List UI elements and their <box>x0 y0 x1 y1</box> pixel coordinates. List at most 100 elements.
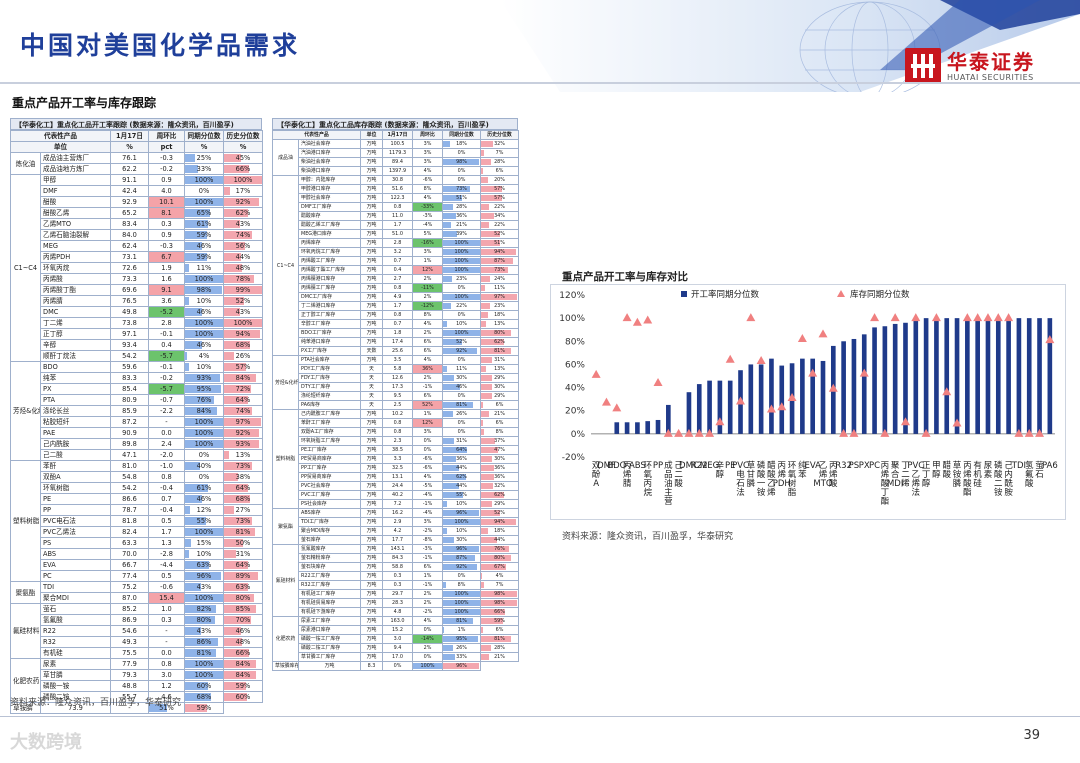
percentile-bar <box>224 473 239 481</box>
percentile-cell: 81% <box>442 400 481 410</box>
wow-change: 6% <box>412 337 443 347</box>
product-name: 尿素 <box>40 658 111 670</box>
percentile-bar <box>224 572 258 580</box>
unit: 万吨 <box>360 598 383 608</box>
percentile-bar <box>443 186 470 192</box>
percentile-cell: 55% <box>184 515 224 527</box>
percentile-bar <box>481 528 488 534</box>
percentile-value: 92% <box>456 348 467 354</box>
percentile-cell: 95% <box>442 634 481 644</box>
percentile-bar <box>224 253 241 261</box>
percentile-cell: 7% <box>480 580 519 590</box>
percentile-cell: 46% <box>184 306 224 318</box>
percentile-cell: 28% <box>480 157 519 167</box>
percentile-cell: 36% <box>480 472 519 482</box>
percentile-value: 72% <box>235 385 251 393</box>
percentile-bar <box>224 396 249 404</box>
bar-utilization-percentile <box>758 364 764 434</box>
wow-change: -6% <box>412 454 443 464</box>
percentile-cell: 30% <box>442 535 481 545</box>
wow-change: 3% <box>412 148 443 158</box>
table-row: PTA 80.9 -0.7 76% 64% <box>11 394 263 406</box>
table-row: 萤石块库存 万吨 58.8 6% 92% 67% <box>273 562 519 572</box>
marker-inventory-percentile <box>591 369 601 378</box>
percentile-value: 100% <box>194 660 214 668</box>
table-row: 涤纶短纤库存天 9.5 6% 0% 29% <box>273 391 519 401</box>
percentile-cell: 43% <box>223 218 263 230</box>
table-row: PS 63.3 1.3 15% 50% <box>11 537 263 549</box>
product-name: PVC工厂库存 <box>298 490 361 500</box>
percentile-bar <box>481 375 492 381</box>
product-name: TDI工厂库存 <box>298 517 361 527</box>
product-name: 有机硅 <box>40 647 111 659</box>
product-name: 醋酸库存 <box>298 211 361 221</box>
percentile-value: 24% <box>494 276 505 282</box>
percentile-cell: 48% <box>223 262 263 274</box>
product-name: PC <box>40 570 111 582</box>
percentile-bar <box>443 510 479 516</box>
table-row: DMC 49.8 -5.2 46% 43% <box>11 306 263 318</box>
bar-utilization-percentile <box>614 422 620 434</box>
percentile-cell: 81% <box>223 526 263 538</box>
percentile-bar <box>443 195 462 201</box>
percentile-value: 30% <box>494 456 505 462</box>
percentile-bar <box>185 176 223 184</box>
col-header: 同期分位数 <box>442 130 481 140</box>
table-row: PVC电石法 81.8 0.5 55% 73% <box>11 515 263 527</box>
percentile-value: 80% <box>235 594 251 602</box>
product-name: 丁二烯港口库存 <box>298 301 361 311</box>
rate-value: 85.4 <box>110 383 149 395</box>
inventory-value: 24.4 <box>382 481 413 491</box>
percentile-bar <box>481 474 495 480</box>
inventory-value: 0.3 <box>382 580 413 590</box>
percentile-cell: 46% <box>184 339 224 351</box>
percentile-cell: 84% <box>184 405 224 417</box>
group-label: C1~C4 <box>10 174 41 362</box>
percentile-cell: 13% <box>223 449 263 461</box>
percentile-cell: 22% <box>480 202 519 212</box>
inventory-value: 38.5 <box>382 445 413 455</box>
wow-change: 1.7 <box>148 526 185 538</box>
wow-change: 0.9 <box>148 229 185 241</box>
wow-change: 0.8 <box>148 658 185 670</box>
wow-change: 2% <box>412 292 443 302</box>
percentile-bar <box>224 341 250 349</box>
percentile-cell: 0% <box>442 427 481 437</box>
percentile-value: 44% <box>456 483 467 489</box>
table-row: 聚合MDI库存 万吨 4.2 -2% 10% 18% <box>273 526 519 536</box>
marker-inventory-percentile <box>694 428 704 437</box>
percentile-cell: 100% <box>223 317 263 329</box>
rate-value: 90.9 <box>110 427 149 439</box>
product-name: BDO <box>40 361 111 373</box>
percentile-value: 20% <box>494 177 505 183</box>
table-row: 聚氨酯 TDI 75.2 -0.6 43% 63% <box>10 581 263 604</box>
marker-inventory-percentile <box>674 428 684 437</box>
percentile-bar <box>185 671 223 679</box>
marker-inventory-percentile <box>705 428 715 437</box>
percentile-cell: 63% <box>223 581 263 593</box>
inventory-value: 1.7 <box>382 301 413 311</box>
x-category-label: 丙烯酸酯 <box>963 461 972 498</box>
inventory-value: 30.8 <box>382 175 413 185</box>
x-category-label: 甲醇 <box>932 461 941 480</box>
x-category-label: DMC <box>679 461 699 471</box>
table-row: 丙烯腈港口库存 万吨 2.7 2% 23% 24% <box>273 274 519 284</box>
percentile-cell: 29% <box>480 373 519 383</box>
rate-value: 42.4 <box>110 185 149 197</box>
inventory-value: 13.1 <box>382 472 413 482</box>
percentile-bar <box>185 484 209 492</box>
percentile-cell: 72% <box>223 383 263 395</box>
percentile-value: 36% <box>494 474 505 480</box>
percentile-bar <box>481 186 503 192</box>
x-category-label: 醋酸乙烯 <box>767 460 776 498</box>
percentile-cell: 100% <box>184 669 224 681</box>
percentile-bar <box>224 561 249 569</box>
percentile-value: 74% <box>235 407 251 415</box>
percentile-cell: 15% <box>184 537 224 549</box>
percentile-cell: 98% <box>442 157 481 167</box>
percentile-value: 46% <box>456 384 467 390</box>
percentile-value: 0% <box>457 357 466 363</box>
table-row: 丙烯PDH 73.1 6.7 59% 44% <box>11 251 263 263</box>
percentile-bar <box>224 671 256 679</box>
percentile-cell: 34% <box>480 211 519 221</box>
